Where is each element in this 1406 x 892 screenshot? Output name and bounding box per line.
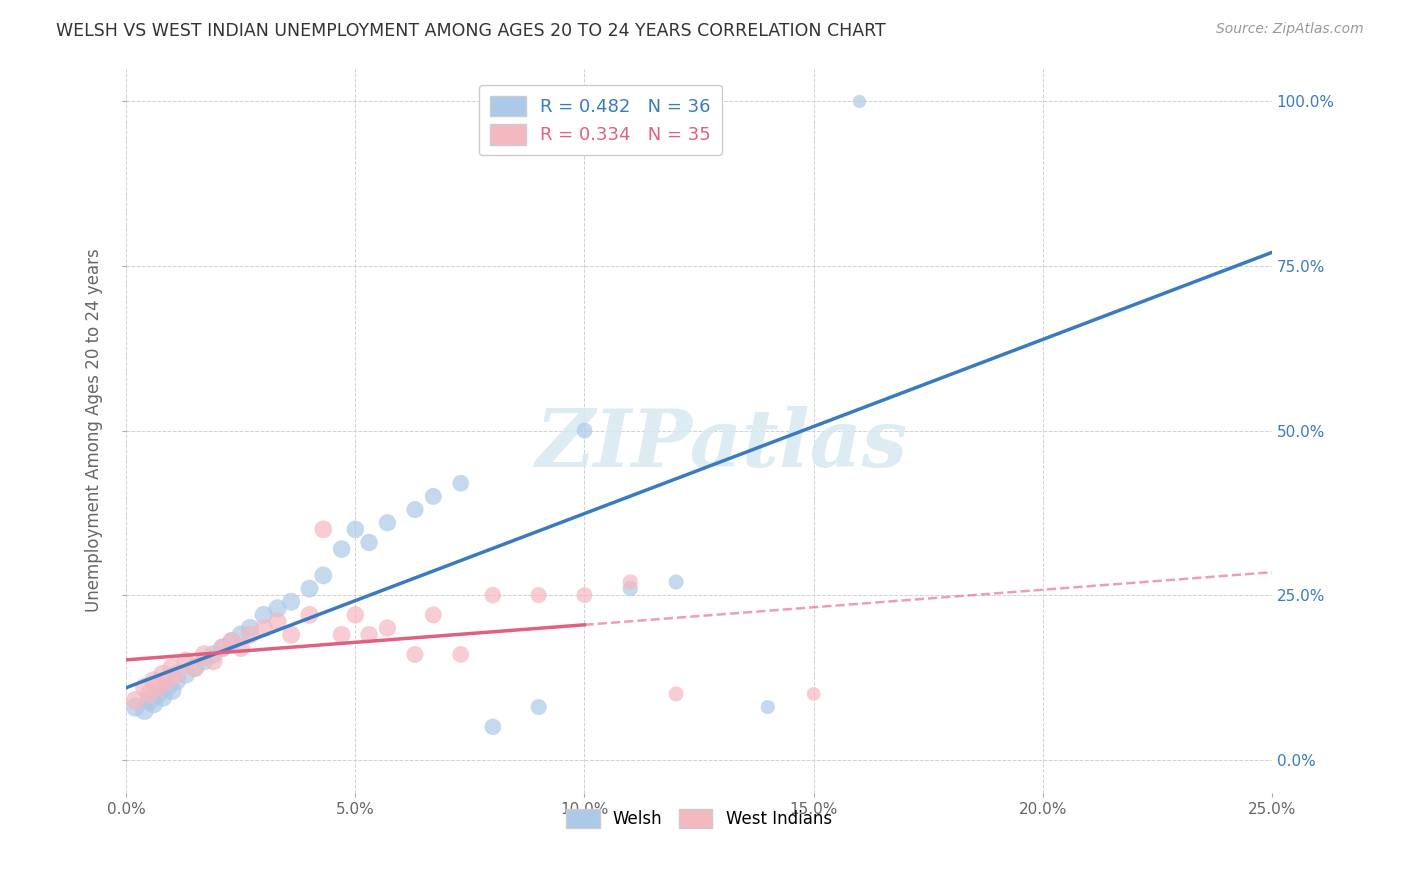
Point xyxy=(312,568,335,582)
Point xyxy=(450,648,472,662)
Point xyxy=(482,720,505,734)
Point xyxy=(574,588,596,602)
Legend: Welsh, West Indians: Welsh, West Indians xyxy=(560,803,838,835)
Point xyxy=(221,634,243,648)
Point xyxy=(312,522,335,536)
Point xyxy=(148,681,170,695)
Point xyxy=(404,502,426,516)
Point xyxy=(211,640,233,655)
Point xyxy=(330,628,353,642)
Text: ZIPatlas: ZIPatlas xyxy=(536,407,908,483)
Point xyxy=(134,703,156,717)
Text: Source: ZipAtlas.com: Source: ZipAtlas.com xyxy=(1216,22,1364,37)
Point xyxy=(574,424,596,438)
Point xyxy=(202,648,225,662)
Point xyxy=(138,693,160,707)
Point xyxy=(450,476,472,491)
Point xyxy=(142,697,165,711)
Point xyxy=(330,542,353,557)
Point xyxy=(148,687,170,701)
Point xyxy=(344,522,367,536)
Point xyxy=(152,667,174,681)
Point xyxy=(422,490,444,504)
Point xyxy=(229,628,252,642)
Point xyxy=(152,690,174,705)
Point xyxy=(124,693,146,707)
Point xyxy=(619,582,641,596)
Point xyxy=(344,607,367,622)
Point xyxy=(184,660,207,674)
Point xyxy=(138,687,160,701)
Point xyxy=(160,683,183,698)
Point xyxy=(298,582,321,596)
Point xyxy=(193,648,215,662)
Point xyxy=(377,621,399,635)
Point xyxy=(803,687,825,701)
Point xyxy=(377,516,399,530)
Point xyxy=(527,588,550,602)
Point xyxy=(527,700,550,714)
Point xyxy=(174,667,197,681)
Point xyxy=(134,681,156,695)
Point xyxy=(142,673,165,688)
Point xyxy=(202,654,225,668)
Point xyxy=(280,595,302,609)
Text: WELSH VS WEST INDIAN UNEMPLOYMENT AMONG AGES 20 TO 24 YEARS CORRELATION CHART: WELSH VS WEST INDIAN UNEMPLOYMENT AMONG … xyxy=(56,22,886,40)
Point xyxy=(193,654,215,668)
Point xyxy=(756,700,779,714)
Point xyxy=(184,660,207,674)
Point xyxy=(253,607,276,622)
Point xyxy=(229,640,252,655)
Point xyxy=(619,574,641,589)
Point xyxy=(221,634,243,648)
Point xyxy=(174,654,197,668)
Point xyxy=(422,607,444,622)
Point xyxy=(156,681,179,695)
Y-axis label: Unemployment Among Ages 20 to 24 years: Unemployment Among Ages 20 to 24 years xyxy=(86,249,103,613)
Point xyxy=(253,621,276,635)
Point xyxy=(211,640,233,655)
Point xyxy=(266,615,288,629)
Point xyxy=(166,667,188,681)
Point xyxy=(166,673,188,688)
Point xyxy=(665,687,688,701)
Point xyxy=(298,607,321,622)
Point xyxy=(156,673,179,688)
Point xyxy=(239,621,262,635)
Point xyxy=(239,628,262,642)
Point xyxy=(404,648,426,662)
Point xyxy=(359,535,381,549)
Point xyxy=(482,588,505,602)
Point xyxy=(266,601,288,615)
Point xyxy=(124,700,146,714)
Point xyxy=(160,660,183,674)
Point xyxy=(280,628,302,642)
Point xyxy=(665,574,688,589)
Point xyxy=(359,628,381,642)
Point xyxy=(848,95,870,109)
